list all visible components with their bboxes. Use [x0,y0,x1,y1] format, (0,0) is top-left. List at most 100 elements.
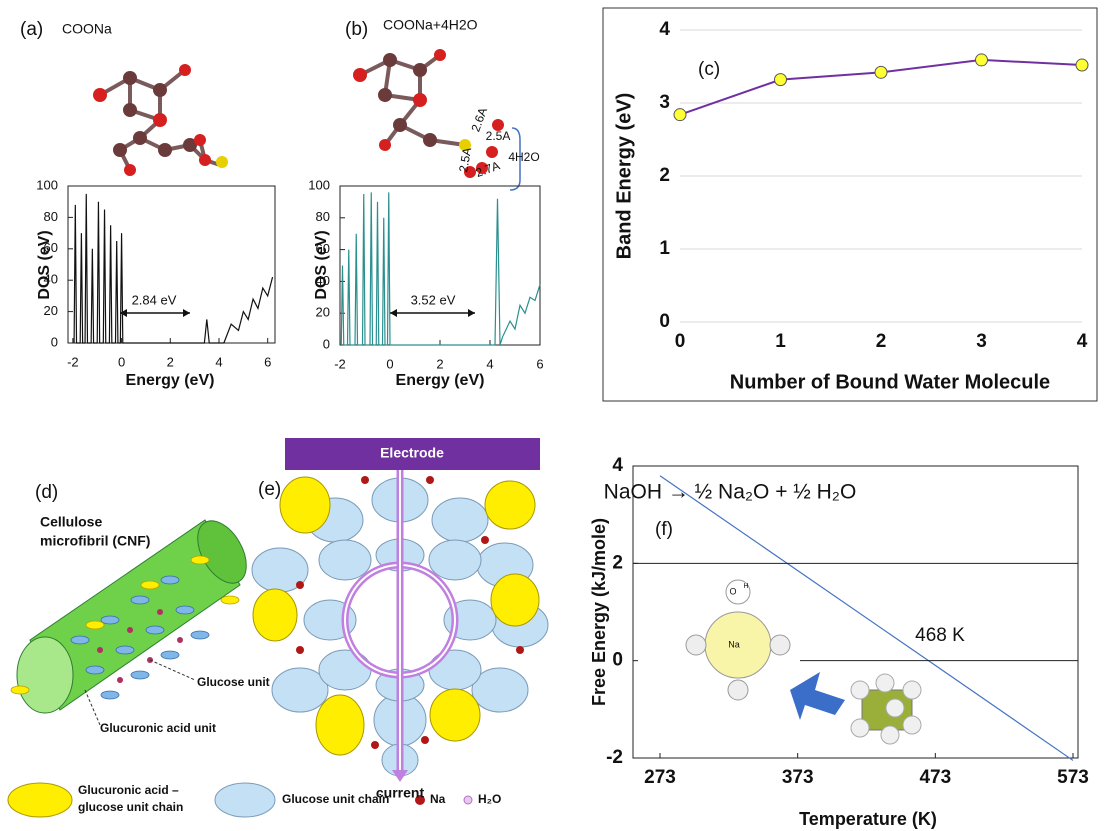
data-point [1075,58,1089,72]
chart-title: COONa+4H2O [383,17,478,33]
chart-title: COONa [62,21,112,37]
y-tick-label: 0 [323,336,330,351]
diagram-label: Glucuronic acid unit [100,721,216,735]
molecule-b [353,49,504,178]
y-tick-label: 60 [316,241,330,256]
data-line [73,193,274,344]
x-tick-label: 0 [386,356,393,371]
x-tick-label: 4 [215,354,222,369]
annotation: 2.84 eV [132,292,177,307]
electrode-label: Electrode [380,445,444,461]
annotation: 4H2O [508,150,539,164]
legend-label: glucose unit chain [78,800,183,814]
y-tick-label: 80 [44,209,58,224]
annotation: Na [728,639,740,649]
y-tick-label: 3 [659,92,670,113]
legend-label: Glucose unit chain [282,792,389,806]
panel-label: (c) [698,59,720,80]
legend-swatch [415,795,425,805]
y-tick-label: 60 [44,240,58,255]
diagram-label: Glucose unit [197,675,270,689]
data-point [975,53,988,67]
y-tick-label: 40 [316,273,330,288]
electrode-bar [285,438,540,470]
panel-label: (a) [20,19,43,40]
y-tick-label: 4 [612,455,623,476]
legend-label: Na [430,792,446,806]
data-point [874,65,888,79]
legend-swatch [463,795,473,805]
y-tick-label: 0 [612,650,623,671]
plot-frame [632,465,1079,759]
arrow-head [120,309,190,317]
y-axis-label: Band Energy (eV) [613,93,635,260]
x-axis-label: Number of Bound Water Molecule [730,371,1050,393]
legend-label: Glucuronic acid – [78,783,179,797]
annotation: 2.5A [456,146,474,173]
y-tick-label: 2 [659,165,670,186]
x-tick-label: -2 [67,354,79,369]
y-axis-label: DOS (eV) [313,230,330,299]
annotation: 2.7A [474,158,502,180]
annotation: NaOH → ½ Na₂O + ½ H₂O [604,481,857,504]
x-tick-label: 6 [264,354,271,369]
current-label: current [376,785,425,801]
y-tick-label: 40 [44,272,58,287]
y-tick-label: -2 [606,747,623,768]
y-tick-label: 80 [316,209,330,224]
y-tick-label: 20 [44,303,58,318]
electrode-diagram [251,438,549,782]
cnf-cylinder [10,519,247,726]
bracket [509,127,521,191]
x-tick-label: 373 [782,767,814,788]
naoh-inset [685,579,922,745]
x-tick-label: 1 [775,331,786,352]
x-tick-label: 2 [436,356,443,371]
y-tick-label: 100 [308,177,330,192]
panel-frame [602,7,1098,402]
x-tick-label: 2 [167,354,174,369]
y-tick-label: 100 [36,177,58,192]
x-tick-label: 473 [919,767,951,788]
y-tick-label: 2 [612,552,623,573]
data-point [774,73,787,87]
panel-label: (e) [258,479,281,500]
diagram-title: Cellulose [40,514,102,530]
x-tick-label: 4 [1077,331,1088,352]
y-tick-label: 20 [316,305,330,320]
annotation: O [729,586,736,596]
y-tick-label: 0 [51,334,58,349]
x-tick-label: 0 [118,354,125,369]
legend-label: H₂O [478,792,501,806]
panel-label: (b) [345,19,368,40]
x-tick-label: 0 [675,331,686,352]
x-tick-label: 273 [644,767,676,788]
legend-swatch [214,782,276,818]
panel-label: (f) [655,519,673,540]
panel-label: (d) [35,482,58,503]
annotation: H [743,583,748,590]
x-tick-label: 6 [536,356,543,371]
legend-swatch [7,782,73,818]
annotation: 2.5A [486,129,511,143]
y-axis-label: Free Energy (kJ/mole) [589,518,609,706]
y-tick-label: 1 [659,238,670,259]
x-tick-label: 4 [486,356,493,371]
x-axis-label: Temperature (K) [799,809,937,829]
diagram-title: microfibril (CNF) [40,533,150,549]
x-tick-label: 2 [876,331,887,352]
y-tick-label: 4 [659,19,670,40]
x-tick-label: 3 [976,331,987,352]
x-tick-label: -2 [334,356,346,371]
molecule-a [93,64,228,176]
x-axis-label: Energy (eV) [126,372,215,389]
x-tick-label: 573 [1057,767,1089,788]
data-point [673,108,687,122]
data-line [340,192,541,346]
x-axis-label: Energy (eV) [396,372,485,389]
annotation: 468 K [915,625,965,646]
y-tick-label: 0 [659,311,670,332]
annotation: 3.52 eV [411,292,456,307]
y-axis-label: DOS (eV) [36,230,53,299]
